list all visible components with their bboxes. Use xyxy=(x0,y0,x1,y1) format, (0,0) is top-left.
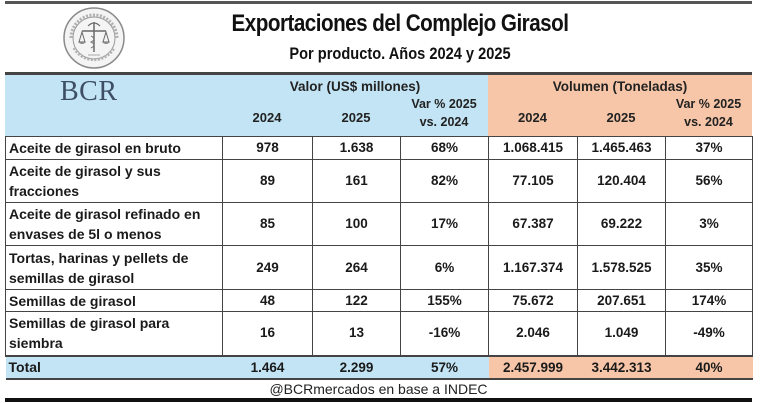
table-row: Semillas de girasol para siembra 16 13 -… xyxy=(5,311,753,356)
value-var-header-line1: Var % 2025 xyxy=(411,97,477,111)
value-var-cell: 68% xyxy=(400,136,489,160)
volume-var-cell: 3% xyxy=(665,202,753,246)
value-2024-cell: 249 xyxy=(222,245,313,290)
volume-2025-cell: 207.651 xyxy=(577,289,666,312)
volume-2025-cell: 120.404 xyxy=(577,159,666,203)
top-rule xyxy=(5,1,752,4)
volume-var-header-line1: Var % 2025 xyxy=(675,97,742,111)
value-var-header: Var % 2025 vs. 2024 xyxy=(400,95,488,131)
volume-header-band xyxy=(488,75,752,136)
volume-2025-header: 2025 xyxy=(606,110,636,125)
volume-2024-header: 2024 xyxy=(518,110,547,125)
total-value-2025-cell: 2.299 xyxy=(312,354,401,380)
value-var-header-line2: vs. 2024 xyxy=(419,115,469,129)
product-cell: Tortas, harinas y pellets de semillas de… xyxy=(5,245,223,290)
exports-table: Aceite de girasol en bruto 978 1.638 68%… xyxy=(5,136,753,380)
total-row: Total 1.464 2.299 57% 2.457.999 3.442.31… xyxy=(5,354,753,380)
value-2024-cell: 16 xyxy=(222,311,313,356)
volume-2024-cell: 77.105 xyxy=(488,159,578,203)
value-header-band xyxy=(5,75,488,136)
volume-var-header: Var % 2025 vs. 2024 xyxy=(665,95,752,131)
table-row: Tortas, harinas y pellets de semillas de… xyxy=(5,245,753,290)
value-2024-cell: 48 xyxy=(222,289,313,312)
volume-2024-cell: 67.387 xyxy=(488,202,578,246)
value-2024-cell: 85 xyxy=(222,202,313,246)
volume-group-header: Volumen (Toneladas) xyxy=(552,79,688,94)
volume-2024-cell: 1.167.374 xyxy=(488,245,578,290)
page-subtitle: Por producto. Años 2024 y 2025 xyxy=(289,44,511,63)
value-2025-cell: 264 xyxy=(312,245,401,290)
volume-var-cell: 37% xyxy=(665,136,753,160)
product-cell: Aceite de girasol refinado en envases de… xyxy=(5,202,223,246)
bcr-brand-logo: BCR xyxy=(60,76,118,107)
product-cell: Semillas de girasol para siembra xyxy=(5,311,223,356)
volume-var-cell: -49% xyxy=(665,311,753,356)
volume-var-cell: 35% xyxy=(665,245,753,290)
volume-2024-cell: 2.046 xyxy=(488,311,578,356)
table-row: Aceite de girasol refinado en envases de… xyxy=(5,202,753,246)
table-row: Aceite de girasol y sus fracciones 89 16… xyxy=(5,159,753,203)
value-var-cell: -16% xyxy=(400,311,489,356)
total-volume-var-cell: 40% xyxy=(665,354,753,380)
value-2024-cell: 89 xyxy=(222,159,313,203)
page-title: Exportaciones del Complejo Girasol xyxy=(231,10,569,37)
volume-var-cell: 174% xyxy=(665,289,753,312)
value-2025-cell: 1.638 xyxy=(312,136,401,160)
volume-2024-cell: 1.068.415 xyxy=(488,136,578,160)
header-rule xyxy=(5,72,752,75)
total-volume-2024-cell: 2.457.999 xyxy=(488,354,578,380)
source-note: @BCRmercados en base a INDEC xyxy=(269,381,488,397)
value-2025-header: 2025 xyxy=(341,110,371,125)
product-cell: Aceite de girasol y sus fracciones xyxy=(5,159,223,203)
total-value-var-cell: 57% xyxy=(400,354,489,380)
bottom-rule xyxy=(5,398,752,402)
value-2025-cell: 161 xyxy=(312,159,401,203)
table-row: Aceite de girasol en bruto 978 1.638 68%… xyxy=(5,136,753,160)
total-volume-2025-cell: 3.442.313 xyxy=(577,354,666,380)
product-cell: Semillas de girasol xyxy=(5,289,223,312)
total-value-2024-cell: 1.464 xyxy=(222,354,313,380)
value-group-header: Valor (US$ millones) xyxy=(289,79,421,94)
table-row: Semillas de girasol 48 122 155% 75.672 2… xyxy=(5,289,753,312)
value-var-cell: 17% xyxy=(400,202,489,246)
value-2025-cell: 13 xyxy=(312,311,401,356)
volume-var-header-line2: vs. 2024 xyxy=(684,115,733,129)
volume-2025-cell: 1.465.463 xyxy=(577,136,666,160)
volume-2025-cell: 1.049 xyxy=(577,311,666,356)
total-label-cell: Total xyxy=(5,354,223,380)
value-2025-cell: 100 xyxy=(312,202,401,246)
volume-2025-cell: 1.578.525 xyxy=(577,245,666,290)
product-cell: Aceite de girasol en bruto xyxy=(5,136,223,160)
value-2024-header: 2024 xyxy=(252,110,282,125)
value-var-cell: 6% xyxy=(400,245,489,290)
volume-2025-cell: 69.222 xyxy=(577,202,666,246)
value-2024-cell: 978 xyxy=(222,136,313,160)
volume-2024-cell: 75.672 xyxy=(488,289,578,312)
value-var-cell: 82% xyxy=(400,159,489,203)
volume-var-cell: 56% xyxy=(665,159,753,203)
bcr-seal-icon xyxy=(63,7,125,69)
value-var-cell: 155% xyxy=(400,289,489,312)
value-2025-cell: 122 xyxy=(312,289,401,312)
